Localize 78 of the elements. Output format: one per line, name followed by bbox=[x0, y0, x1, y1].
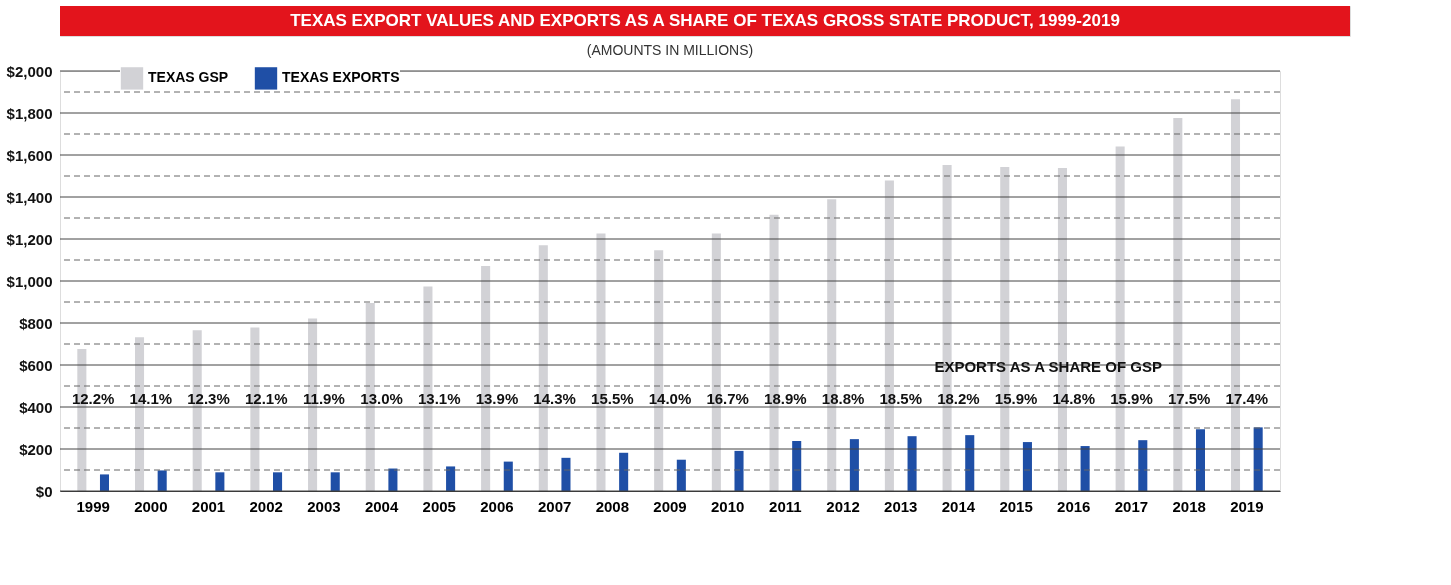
x-tick-label: 2017 bbox=[1114, 497, 1149, 515]
y-tick-label: $400 bbox=[19, 398, 53, 416]
annotation: 13.1% bbox=[417, 389, 461, 407]
annotation: 17.4% bbox=[1225, 389, 1269, 407]
x-tick-label: 2006 bbox=[480, 497, 514, 515]
bar bbox=[273, 472, 283, 491]
bar bbox=[619, 452, 629, 491]
annotation: 13.0% bbox=[360, 389, 403, 407]
bar bbox=[849, 439, 859, 491]
y-tick-label: $1,600 bbox=[6, 146, 53, 164]
annotation: 12.1% bbox=[244, 389, 288, 407]
y-tick-label: $600 bbox=[19, 356, 53, 374]
annotation: 16.7% bbox=[706, 389, 749, 407]
x-tick-label: 2012 bbox=[826, 497, 860, 515]
x-tick-label: 2013 bbox=[884, 497, 918, 515]
x-tick-label: 2008 bbox=[595, 497, 629, 515]
bar bbox=[734, 450, 744, 491]
annotation: 18.9% bbox=[764, 389, 807, 407]
legend-label: TEXAS EXPORTS bbox=[282, 69, 400, 86]
x-tick-label: 2005 bbox=[422, 497, 456, 515]
x-tick-label: 2018 bbox=[1172, 497, 1206, 515]
x-tick-label: 2014 bbox=[941, 497, 976, 515]
y-tick-label: $1,200 bbox=[6, 230, 53, 248]
annotation: 18.2% bbox=[937, 389, 980, 407]
y-tick-label: $200 bbox=[19, 440, 53, 458]
annotation: 14.0% bbox=[648, 389, 692, 407]
bar bbox=[1138, 440, 1148, 491]
x-tick-label: 2016 bbox=[1057, 497, 1091, 515]
annotation: 14.1% bbox=[129, 389, 173, 407]
x-tick-label: 2001 bbox=[191, 497, 226, 515]
annotation: 18.8% bbox=[821, 389, 865, 407]
x-tick-label: 2007 bbox=[537, 497, 572, 515]
annotation: 13.9% bbox=[475, 389, 519, 407]
bar bbox=[907, 436, 917, 491]
y-tick-label: $1,800 bbox=[6, 104, 53, 122]
bar bbox=[1080, 446, 1090, 491]
x-tick-label: 2004 bbox=[364, 497, 399, 515]
x-tick-label: 2011 bbox=[769, 497, 802, 515]
annotation: 18.5% bbox=[879, 389, 923, 407]
y-tick-label: $1,400 bbox=[6, 188, 53, 206]
legend-label: TEXAS GSP bbox=[148, 69, 229, 86]
bar bbox=[330, 472, 340, 491]
y-tick-label: $800 bbox=[19, 314, 53, 332]
chart-subtitle: (AMOUNTS IN MILLIONS) bbox=[586, 42, 754, 58]
x-tick-label: 2009 bbox=[653, 497, 687, 515]
bar bbox=[561, 457, 571, 491]
y-tick-label: $0 bbox=[35, 482, 53, 500]
annotation: EXPORTS AS A SHARE OF GSP bbox=[934, 358, 1162, 376]
x-tick-label: 2015 bbox=[999, 497, 1033, 515]
annotation: 14.8% bbox=[1052, 389, 1096, 407]
annotation: 12.2% bbox=[71, 389, 115, 407]
bar bbox=[1253, 427, 1263, 491]
chart-title: TEXAS EXPORT VALUES AND EXPORTS AS A SHARE OF TEXAS GROSS STATE PRODUCT, 1999-2019 bbox=[290, 11, 1120, 30]
annotation: 17.5% bbox=[1167, 389, 1211, 407]
annotation: 15.5% bbox=[591, 389, 634, 407]
bar bbox=[99, 474, 110, 491]
y-tick-label: $2,000 bbox=[6, 62, 53, 80]
annotation: 15.9% bbox=[994, 389, 1038, 407]
y-tick-label: $1,000 bbox=[6, 272, 53, 290]
bar bbox=[215, 472, 225, 491]
x-tick-label: 2019 bbox=[1230, 497, 1264, 515]
x-tick-label: 2010 bbox=[711, 497, 745, 515]
bar bbox=[503, 461, 513, 491]
annotation: 15.9% bbox=[1110, 389, 1153, 407]
bar bbox=[676, 459, 686, 491]
annotation: 14.3% bbox=[533, 389, 576, 407]
x-tick-label: 2003 bbox=[307, 497, 341, 515]
bar bbox=[1195, 429, 1206, 491]
bar bbox=[792, 441, 802, 491]
x-tick-label: 2000 bbox=[134, 497, 168, 515]
bar bbox=[446, 466, 456, 491]
x-tick-label: 2002 bbox=[249, 497, 283, 515]
annotation: 11.9% bbox=[303, 389, 345, 407]
x-tick-label: 1999 bbox=[76, 497, 110, 515]
annotation: 12.3% bbox=[187, 389, 230, 407]
bar bbox=[1022, 442, 1032, 491]
bar bbox=[965, 435, 975, 491]
bar bbox=[157, 470, 167, 491]
